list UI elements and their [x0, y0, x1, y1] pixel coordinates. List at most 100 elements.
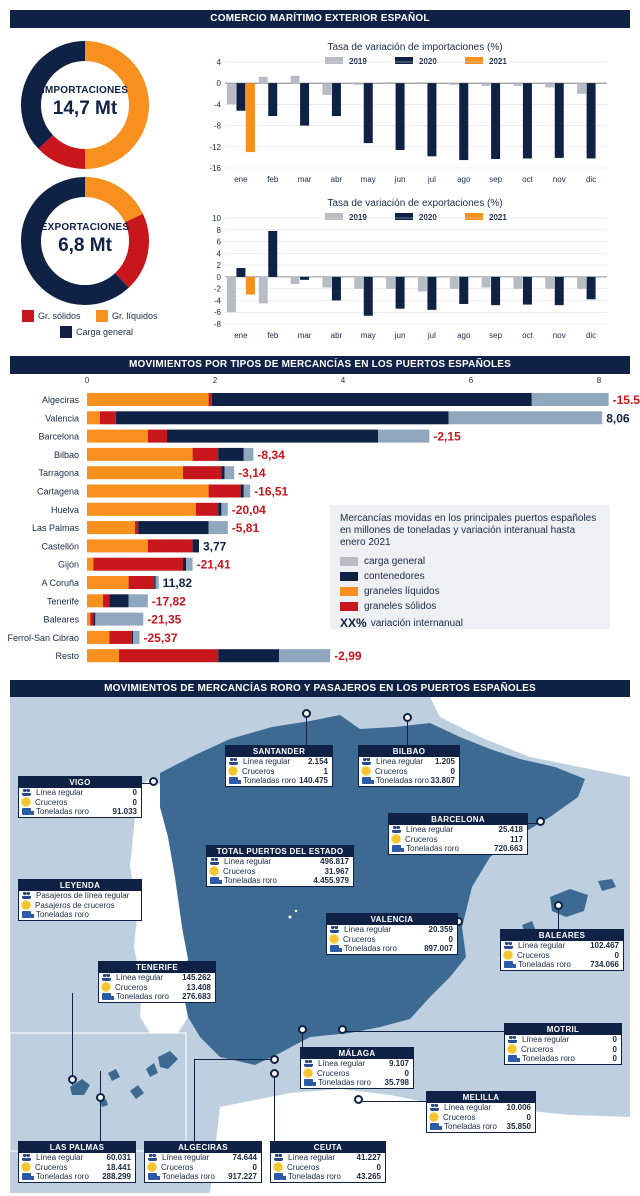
port-card-row-roro: Toneladas roro 276.683	[99, 992, 215, 1002]
export-bar-2019-jun	[386, 276, 396, 289]
export-ytick-label: -4	[214, 296, 222, 305]
ports-bar-segment	[95, 612, 144, 626]
port-card-row-regular: Línea regular 10.006	[427, 1103, 535, 1113]
export-bar-2019-jul	[417, 276, 427, 292]
ports-category-label: Las Palmas	[32, 523, 80, 533]
passengers-icon	[330, 926, 339, 934]
ports-bar-segment	[87, 594, 103, 608]
port-card-row-label: Cruceros	[343, 934, 376, 944]
port-card-title: LAS PALMAS	[19, 1142, 135, 1153]
ports-category-label: Cartagena	[37, 487, 79, 497]
port-card-row-value: 4.455.979	[313, 876, 349, 886]
ports-bar-segment	[155, 576, 159, 589]
leader-laspalmas	[100, 1071, 101, 1141]
ports-category-label: Tarragona	[38, 468, 79, 478]
map-legend-row-cruceros: Pasajeros de cruceros	[19, 901, 141, 911]
import-xtick-label: dic	[586, 175, 596, 184]
export-xtick-label: sep	[489, 331, 502, 340]
import-ytick-label: -16	[209, 164, 221, 173]
export-ytick-label: 0	[217, 273, 222, 282]
ports-bar-segment	[87, 612, 91, 626]
cruise-sun-icon	[504, 951, 512, 960]
main-title-banner: COMERCIO MARÍTIMO EXTERIOR ESPAÑOL	[10, 10, 630, 28]
truck-icon	[330, 945, 342, 953]
ports-bar-segment	[208, 393, 212, 406]
ports-variation-label: 11,82	[163, 576, 193, 590]
export-donut-chart	[21, 177, 149, 305]
import-ytick-label: -4	[214, 100, 222, 109]
export-xtick-label: ene	[234, 331, 248, 340]
port-card-row-regular: Línea regular 0	[505, 1035, 621, 1045]
export-ytick-label: 8	[217, 226, 222, 235]
port-card-row-roro: Toneladas roro 35.850	[427, 1122, 535, 1132]
import-bar-2019-abr	[322, 83, 332, 95]
cruise-sun-icon	[210, 867, 218, 876]
truck-icon	[22, 911, 34, 919]
ports-legend-box: Mercancías movidas en los principales pu…	[330, 505, 610, 630]
port-card-row-regular: Línea regular 1.205	[359, 757, 459, 767]
import-legend-swatch-2019	[325, 57, 343, 64]
truck-icon	[148, 1173, 160, 1181]
port-card-row-value: 20.359	[428, 925, 453, 935]
passengers-icon	[504, 942, 513, 950]
truck-icon	[22, 1173, 34, 1181]
ports-bar-segment	[87, 429, 148, 443]
import-xtick-label: abr	[331, 175, 343, 184]
port-card-row-value: 9.107	[388, 1059, 409, 1069]
port-card-row-label: Toneladas roro	[522, 1054, 575, 1064]
port-card-row-label: Línea regular	[36, 788, 84, 798]
import-bar-2020-mar	[300, 83, 310, 126]
port-card-row-roro: Toneladas roro 288.299	[19, 1172, 135, 1182]
port-card-row-label: Cruceros	[287, 1162, 320, 1172]
port-card-row-label: Toneladas roro	[36, 1172, 89, 1182]
spain-shape	[160, 715, 585, 1065]
ports-bar-segment	[186, 557, 193, 571]
port-card-row-value: 2.154	[307, 757, 328, 767]
cruise-sun-icon	[148, 1163, 156, 1172]
passengers-icon	[148, 1154, 157, 1162]
ports-category-label: Baleares	[43, 615, 79, 625]
export-ytick-label: 10	[212, 214, 221, 223]
port-card-row-value: 43.265	[356, 1172, 381, 1182]
import-xtick-label: may	[361, 175, 376, 184]
cruise-sun-icon	[274, 1163, 282, 1172]
port-card-title: TOTAL PUERTOS DEL ESTADO	[207, 846, 353, 857]
export-donut-value: 6,8 Mt	[58, 235, 112, 256]
port-card-row-label: Línea regular	[518, 941, 566, 951]
map-legend-card: LEYENDA Pasajeros de línea regular Pasajer…	[18, 879, 142, 921]
port-card-row-regular: Línea regular 9.107	[301, 1059, 413, 1069]
port-card-row-label: Cruceros	[223, 866, 256, 876]
import-bar-2019-feb	[258, 76, 268, 84]
import-bar-2020-nov	[554, 83, 564, 158]
ports-bar-segment	[115, 411, 449, 425]
import-donut-value: 14,7 Mt	[52, 98, 118, 119]
ports-xtick-label: 2	[213, 376, 218, 385]
import-bar-2020-feb	[268, 83, 278, 117]
truck-icon	[229, 777, 241, 785]
port-card-row-label: Línea regular	[444, 1103, 492, 1113]
ports-bar-segment	[87, 484, 209, 498]
city-dot	[294, 909, 298, 913]
ports-bar-segment	[128, 576, 155, 589]
export-bar-2020-jun	[395, 276, 405, 309]
port-card-barcelona: BARCELONA Línea regular 25.418 Cruceros 117 T…	[388, 813, 528, 855]
port-card-row-value: 276.683	[182, 992, 211, 1002]
import-xtick-label: ene	[234, 175, 248, 184]
port-card-row-cruceros: Cruceros 0	[427, 1113, 535, 1123]
ports-bar-segment	[128, 594, 148, 608]
port-card-row-label: Toneladas roro	[288, 1172, 341, 1182]
cruise-sun-icon	[229, 767, 237, 776]
port-card-row-regular: Línea regular 0	[19, 788, 141, 798]
port-card-row-roro: Toneladas roro 91.033	[19, 807, 141, 817]
ports-bar-segment	[109, 594, 129, 608]
donut-legend-general: Carga general	[60, 326, 133, 338]
export-bar-2019-oct	[513, 276, 523, 289]
ports-legend-label-sol: graneles sólidos	[364, 601, 437, 612]
import-bar-2020-ene	[236, 83, 246, 111]
ports-legend-xx: XX% variación internanual	[340, 616, 600, 630]
import-legend-label-2019: 2019	[349, 57, 367, 66]
import-ytick-label: 4	[217, 58, 222, 67]
ports-bar-segment	[87, 411, 100, 425]
ports-variation-label: -8,34	[257, 448, 285, 462]
ports-legend-swatch-sol	[340, 602, 358, 611]
